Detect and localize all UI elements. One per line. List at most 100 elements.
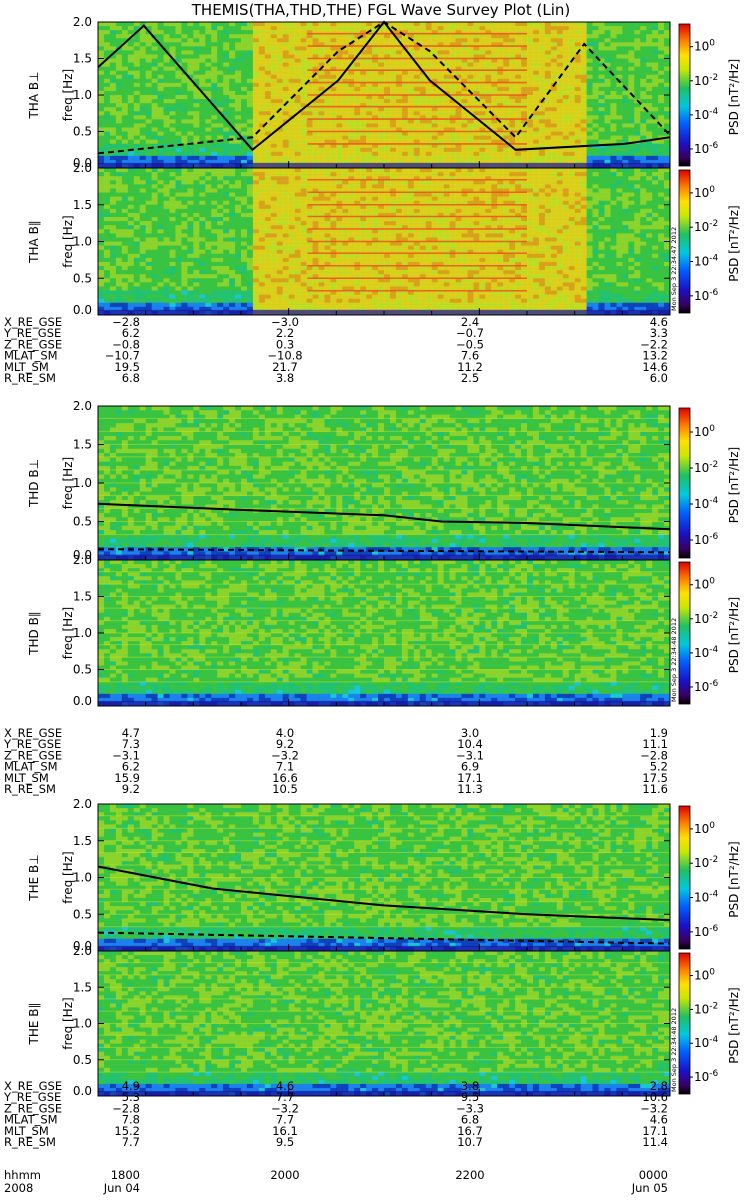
orbit-table-thd: X_RE_GSE 4.7 4.0 3.0 1.9 Y_RE_GSE 7.3 9.2 10.4 11… xyxy=(3,726,668,796)
ytick-label: 2.0 xyxy=(73,161,92,175)
y-axis-label: freq [Hz] xyxy=(61,457,75,509)
ytick-label: 1.5 xyxy=(73,198,92,212)
spectrogram-panels: 0.0 0.5 1.0 1.5 2.0 THA B⊥ freq [Hz] 0.0 0.5 1.0 1… xyxy=(27,15,671,1098)
y-axis-label: freq [Hz] xyxy=(61,69,75,121)
ytick-label: 0.0 xyxy=(73,303,92,317)
orbit-value: 7.7 xyxy=(276,1090,294,1104)
colorbar-gradient xyxy=(678,805,691,950)
orbit-value: −10.7 xyxy=(105,349,140,363)
ytick-label: 2.0 xyxy=(73,553,92,567)
orbit-tables: X_RE_GSE −2.8 −3.0 2.4 4.6 Y_RE_GSE 6.2 2.2 −0.7… xyxy=(3,315,668,1149)
ytick-label: 1.0 xyxy=(73,476,92,490)
orbit-value: −3.0 xyxy=(271,315,299,329)
spectral-lines xyxy=(307,178,527,292)
orbit-row-label: Z_RE_GSE xyxy=(4,748,62,762)
orbit-value: 2.2 xyxy=(276,326,294,340)
spectrogram-pixels xyxy=(98,560,671,707)
spectrogram-pixels xyxy=(98,951,671,1097)
y-axis-label: freq [Hz] xyxy=(61,997,75,1049)
panel-tha-b∥: 0.0 0.5 1.0 1.5 2.0 THA B∥ freq [Hz] xyxy=(27,161,671,317)
colorbar-label: PSD [nT²/Hz] xyxy=(727,597,741,673)
orbit-row-label: MLT_SM xyxy=(4,360,49,374)
colorbar-tick-label: 10-4 xyxy=(694,890,719,905)
orbit-value: 1.9 xyxy=(650,726,668,740)
orbit-value: 9.5 xyxy=(461,1090,479,1104)
orbit-value: 9.2 xyxy=(122,782,140,796)
orbit-value: 7.6 xyxy=(461,349,479,363)
orbit-row-label: Z_RE_GSE xyxy=(4,337,62,351)
colorbar-gradient xyxy=(678,952,691,1095)
colorbar-gradient xyxy=(678,169,691,314)
panel-thd-b∥: 0.0 0.5 1.0 1.5 2.0 THD B∥ freq [Hz] xyxy=(27,553,671,708)
orbit-value: 3.0 xyxy=(461,726,479,740)
orbit-value: 17.1 xyxy=(642,1124,668,1138)
colorbar-label: PSD [nT²/Hz] xyxy=(727,59,741,135)
ytick-label: 1.0 xyxy=(73,88,92,102)
timestamp-stamp: Mon Sep 3 22:34:48 2012 xyxy=(670,1008,678,1092)
orbit-value: −3.1 xyxy=(112,748,140,762)
orbit-value: 5.2 xyxy=(650,760,668,774)
colorbar-tick-label: 100 xyxy=(694,424,715,439)
orbit-value: 10.5 xyxy=(272,782,298,796)
orbit-row-label: MLAT_SM xyxy=(4,1113,58,1127)
panel-label: THD B⊥ xyxy=(27,459,41,508)
orbit-value: −2.8 xyxy=(640,748,668,762)
orbit-value: 6.9 xyxy=(461,760,479,774)
orbit-value: 2.5 xyxy=(461,371,479,385)
end-date-label: Jun 05 xyxy=(631,1181,668,1195)
ytick-label: 2.0 xyxy=(73,15,92,29)
ytick-label: 2.0 xyxy=(73,399,92,413)
colorbar-tick-label: 100 xyxy=(694,185,715,200)
colorbar-tick-label: 10-6 xyxy=(694,288,719,303)
colorbar: 100 10-2 10-4 10-6 PSD [nT²/Hz] xyxy=(678,169,741,314)
colorbar-tick-label: 10-6 xyxy=(694,532,719,547)
orbit-row-label: Y_RE_GSE xyxy=(3,326,61,340)
colorbar-label: PSD [nT²/Hz] xyxy=(727,447,741,523)
orbit-value: 10.7 xyxy=(457,1135,483,1149)
orbit-value: 21.7 xyxy=(272,360,298,374)
orbit-value: 3.3 xyxy=(650,326,668,340)
colorbar-tick-label: 100 xyxy=(694,577,715,592)
orbit-value: −0.8 xyxy=(112,337,140,351)
ytick-label: 1.5 xyxy=(73,834,92,848)
orbit-value: 7.8 xyxy=(122,1113,140,1127)
colorbar-label: PSD [nT²/Hz] xyxy=(727,987,741,1063)
orbit-value: 5.3 xyxy=(122,1090,140,1104)
orbit-row-label: R_RE_SM xyxy=(4,371,56,385)
colorbar-tick-label: 10-4 xyxy=(694,645,719,660)
orbit-value: 11.4 xyxy=(642,1135,668,1149)
orbit-value: 7.3 xyxy=(122,737,140,751)
orbit-value: 7.7 xyxy=(122,1135,140,1149)
ytick-label: 1.0 xyxy=(73,871,92,885)
orbit-value: −3.3 xyxy=(456,1101,484,1115)
ytick-label: 0.0 xyxy=(73,939,92,953)
orbit-value: −2.8 xyxy=(112,315,140,329)
orbit-value: 3.8 xyxy=(461,1079,479,1093)
orbit-value: 11.6 xyxy=(642,782,668,796)
ytick-label: 0.5 xyxy=(73,663,92,677)
orbit-value: −10.8 xyxy=(267,349,302,363)
gyro-curve-dashed xyxy=(97,548,671,554)
orbit-value: 17.5 xyxy=(642,771,668,785)
time-axis-label: hhmm xyxy=(4,1168,41,1182)
colorbar-tick-label: 10-2 xyxy=(694,855,718,870)
orbit-value: 3.8 xyxy=(276,371,294,385)
ytick-label: 0.5 xyxy=(73,1053,92,1067)
orbit-row-label: R_RE_SM xyxy=(4,1135,56,1149)
colorbar-label: PSD [nT²/Hz] xyxy=(727,841,741,917)
orbit-value: 9.2 xyxy=(276,737,294,751)
orbit-value: −0.7 xyxy=(456,326,484,340)
orbit-row-label: MLT_SM xyxy=(4,1124,49,1138)
orbit-row-label: X_RE_GSE xyxy=(4,726,62,740)
orbit-value: −3.1 xyxy=(456,748,484,762)
orbit-value: 16.7 xyxy=(457,1124,483,1138)
orbit-value: 11.1 xyxy=(642,737,668,751)
orbit-value: 4.7 xyxy=(122,726,140,740)
ytick-label: 1.5 xyxy=(73,980,92,994)
ytick-label: 0.5 xyxy=(73,515,92,529)
colorbar: 100 10-2 10-4 10-6 PSD [nT²/Hz] xyxy=(678,407,741,559)
orbit-value: 4.6 xyxy=(650,1113,668,1127)
panel-label: THA B⊥ xyxy=(27,71,41,119)
